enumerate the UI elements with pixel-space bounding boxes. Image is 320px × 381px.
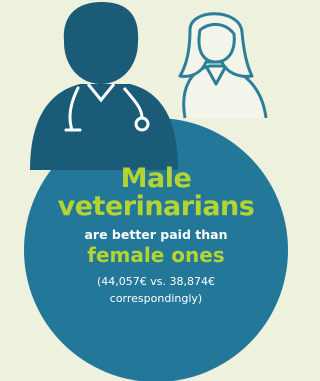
highlight-text: female ones [87, 243, 224, 267]
detail-line2: correspondingly) [110, 292, 202, 305]
headline-line1: Male [121, 163, 192, 194]
infographic: Male veterinarians are better paid than … [0, 0, 308, 381]
female-icon [180, 14, 266, 118]
headline-line2: veterinarians [58, 191, 255, 222]
male-icon [30, 2, 178, 170]
page: Male veterinarians are better paid than … [0, 0, 308, 381]
middle-text: are better paid than [85, 227, 228, 242]
detail-line1: (44,057€ vs. 38,874€ [97, 275, 215, 288]
